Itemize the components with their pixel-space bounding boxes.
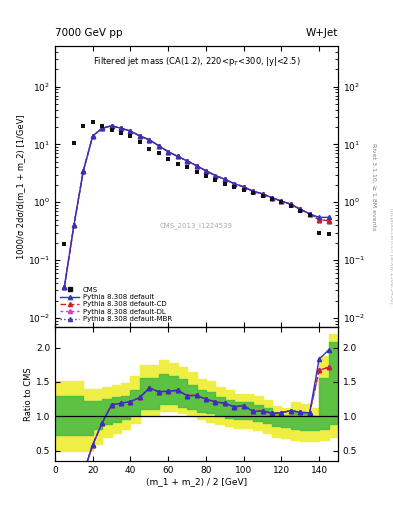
Text: mcplots.cern.ch [arXiv:1306.3436]: mcplots.cern.ch [arXiv:1306.3436] xyxy=(389,208,393,304)
Y-axis label: Ratio to CMS: Ratio to CMS xyxy=(24,367,33,421)
Y-axis label: 1000/σ 2dσ/d(m_1 + m_2) [1/GeV]: 1000/σ 2dσ/d(m_1 + m_2) [1/GeV] xyxy=(16,114,25,259)
X-axis label: (m_1 + m_2) / 2 [GeV]: (m_1 + m_2) / 2 [GeV] xyxy=(146,477,247,486)
Text: Filtered jet mass (CA(1.2), 220<p$_T$<300, |y|<2.5): Filtered jet mass (CA(1.2), 220<p$_T$<30… xyxy=(93,54,300,68)
Text: W+Jet: W+Jet xyxy=(306,28,338,38)
Text: CMS_2013_I1224539: CMS_2013_I1224539 xyxy=(160,223,233,229)
Text: 7000 GeV pp: 7000 GeV pp xyxy=(55,28,123,38)
Legend: CMS, Pythia 8.308 default, Pythia 8.308 default-CD, Pythia 8.308 default-DL, Pyt: CMS, Pythia 8.308 default, Pythia 8.308 … xyxy=(59,285,173,324)
Y-axis label: Rivet 3.1.10, ≥ 1.8M events: Rivet 3.1.10, ≥ 1.8M events xyxy=(371,143,376,230)
